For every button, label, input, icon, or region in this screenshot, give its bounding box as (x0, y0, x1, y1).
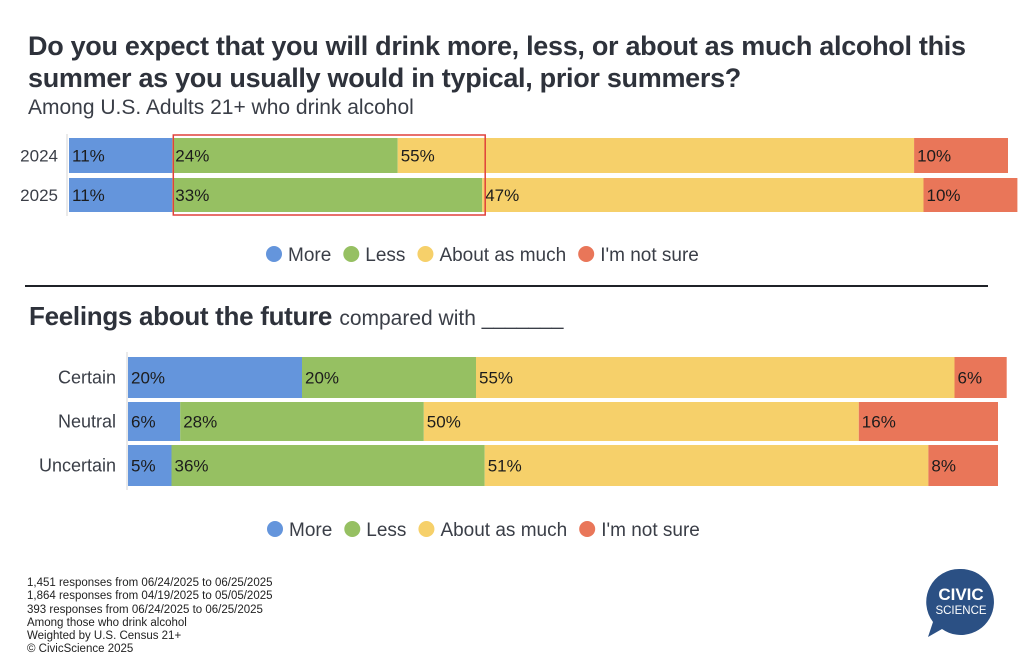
civicscience-logo: CIVIC SCIENCE (926, 568, 994, 637)
chart2-title: Feelings about the future compared with … (29, 301, 563, 332)
bar-segment-more-certain (128, 357, 302, 398)
legend-marker-i-m-not-sure-icon (578, 246, 595, 262)
data-label: 10% (927, 186, 961, 205)
category-label-2024: 2024 (20, 147, 58, 166)
bar-segment-less-uncertain (171, 445, 485, 486)
data-label: 6% (958, 369, 983, 388)
bar-segment-less-certain (302, 357, 476, 398)
legend-label: About as much (440, 520, 567, 541)
legend-marker-less-icon (343, 246, 360, 262)
category-label-neutral: Neutral (58, 412, 116, 432)
bar-segment-about-as-much-neutral (423, 402, 859, 441)
logo-speech-bubble-icon (926, 568, 994, 637)
bar-segment-less-neutral (180, 402, 424, 441)
bar-segment-i-m-not-sure-2024 (914, 138, 1008, 173)
data-label: 33% (175, 186, 209, 205)
data-label: 16% (862, 413, 896, 432)
legend-label: I'm not sure (601, 520, 700, 541)
footer-line: 1,864 responses from 04/19/2025 to 05/05… (27, 590, 273, 603)
legend-label: More (289, 520, 332, 541)
bar-segment-more-uncertain (128, 445, 172, 486)
data-label: 10% (917, 147, 951, 166)
bar-segment-about-as-much-2024 (397, 138, 915, 173)
bar-segment-about-as-much-uncertain (484, 445, 929, 486)
legend-label: Less (365, 245, 405, 266)
data-label: 55% (479, 369, 513, 388)
data-label: 6% (131, 413, 156, 432)
chart1-title: Do you expect that you will drink more, … (28, 31, 966, 93)
data-label: 24% (175, 147, 209, 166)
section-divider (25, 285, 988, 287)
data-label: 36% (175, 457, 209, 476)
logo-text-science: SCIENCE (935, 605, 986, 617)
bar-segment-less-2024 (172, 138, 398, 173)
bar-segment-more-neutral (128, 402, 181, 441)
bar-segment-more-2024 (69, 138, 173, 173)
legend-label: More (288, 245, 331, 266)
footer-line: 1,451 responses from 06/24/2025 to 06/25… (27, 577, 273, 589)
data-label: 20% (305, 369, 339, 388)
data-label: 11% (72, 147, 105, 166)
bar-segment-i-m-not-sure-2025 (923, 178, 1018, 212)
chart1-subtitle: Among U.S. Adults 21+ who drink alcohol (28, 96, 414, 119)
bar-segment-about-as-much-certain (476, 357, 955, 398)
footer-line: 393 responses from 06/24/2025 to 06/25/2… (27, 603, 263, 616)
legend-label: I'm not sure (600, 245, 699, 266)
bar-segment-more-2025 (69, 178, 173, 212)
bar-segment-i-m-not-sure-neutral (858, 402, 998, 441)
bar-segment-i-m-not-sure-uncertain (928, 445, 998, 486)
data-label: 20% (131, 369, 165, 388)
data-label: 11% (72, 186, 105, 205)
legend-marker-more-icon (266, 246, 282, 262)
data-label: 55% (401, 147, 435, 166)
logo-text-civic: CIVIC (938, 585, 983, 604)
data-label: 8% (931, 457, 956, 476)
footer-line: Among those who drink alcohol (27, 616, 187, 629)
bar-segment-less-2025 (172, 178, 483, 212)
bar-segment-about-as-much-2025 (482, 178, 924, 212)
footer-notes: 1,451 responses from 06/24/2025 to 06/25… (27, 577, 273, 657)
legend-marker-i-m-not-sure-icon (579, 521, 596, 537)
legend-label: About as much (439, 245, 566, 266)
data-label: 28% (183, 413, 217, 432)
data-label: 50% (427, 413, 461, 432)
chart2-title-suffix: compared with _______ (339, 307, 564, 330)
legend-marker-more-icon (267, 521, 283, 537)
category-label-uncertain: Uncertain (39, 456, 116, 476)
data-label: 51% (488, 457, 522, 476)
footer-line: © CivicScience 2025 (27, 643, 134, 656)
category-label-certain: Certain (58, 368, 116, 388)
data-label: 5% (131, 457, 156, 476)
chart2-title-main: Feelings about the future (29, 301, 333, 331)
highlight-box (172, 134, 486, 216)
legend-marker-about-as-much-icon (417, 246, 434, 262)
footer-line: Weighted by U.S. Census 21+ (27, 630, 182, 643)
bar-segment-i-m-not-sure-certain (954, 357, 1007, 398)
legend-marker-about-as-much-icon (418, 521, 435, 537)
legend-label: Less (366, 520, 406, 541)
data-label: 47% (485, 186, 519, 205)
category-label-2025: 2025 (20, 186, 58, 205)
legend-marker-less-icon (344, 521, 361, 537)
